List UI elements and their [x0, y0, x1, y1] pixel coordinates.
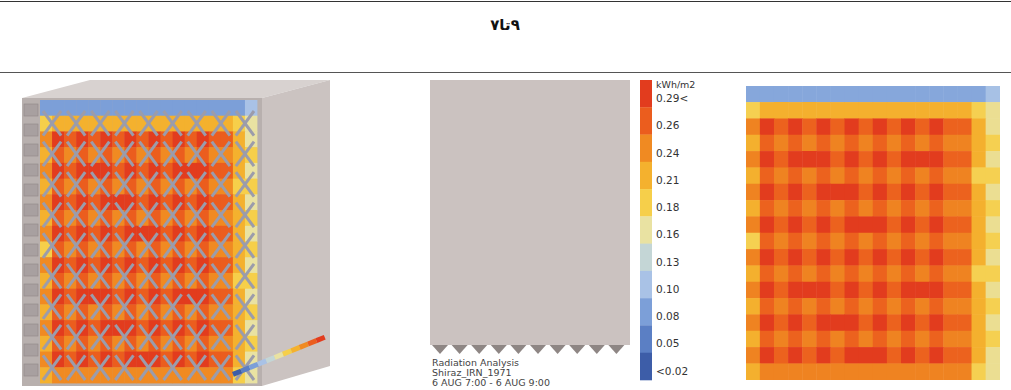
svg-text:0.24: 0.24 — [656, 147, 680, 159]
svg-text:<0.02: <0.02 — [656, 365, 688, 377]
svg-text:0.16: 0.16 — [656, 228, 680, 240]
svg-text:0.13: 0.13 — [656, 256, 679, 268]
svg-text:6 AUG 7:00 - 6 AUG 9:00: 6 AUG 7:00 - 6 AUG 9:00 — [432, 377, 550, 388]
svg-text:۹تا۷: ۹تا۷ — [490, 16, 520, 34]
svg-text:Shiraz_IRN_1971: Shiraz_IRN_1971 — [432, 367, 512, 378]
svg-text:Radiation Analysis: Radiation Analysis — [432, 357, 520, 368]
svg-text:kWh/m2: kWh/m2 — [656, 79, 695, 90]
svg-text:0.05: 0.05 — [656, 337, 679, 349]
svg-text:0.21: 0.21 — [656, 174, 679, 186]
svg-text:0.18: 0.18 — [656, 201, 679, 213]
svg-text:0.08: 0.08 — [656, 310, 679, 322]
svg-text:0.26: 0.26 — [656, 119, 680, 131]
svg-text:0.29<: 0.29< — [656, 92, 688, 104]
svg-text:0.10: 0.10 — [656, 283, 679, 295]
